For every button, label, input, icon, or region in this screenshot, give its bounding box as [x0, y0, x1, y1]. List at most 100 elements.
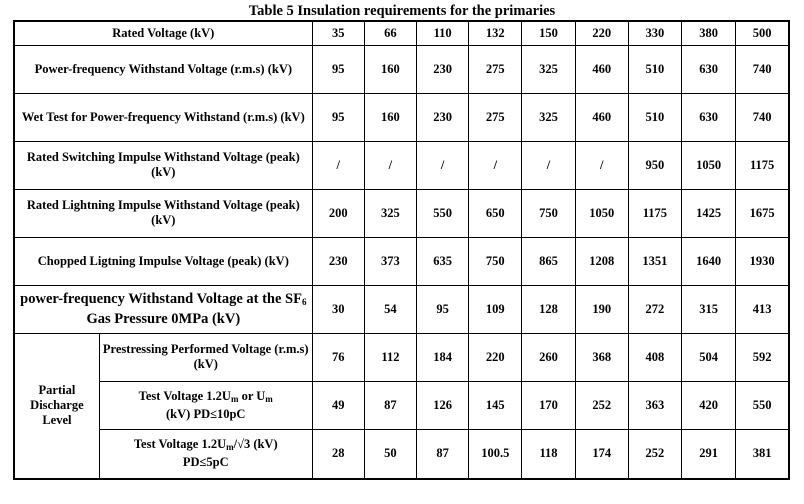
cell-value: 330: [645, 25, 665, 40]
value-cell: 865: [521, 236, 576, 286]
value-cell: 35: [311, 20, 365, 46]
value-cell: 373: [363, 236, 418, 286]
row-label-text: Rated Voltage (kV): [112, 25, 215, 40]
row-label-text: or U: [238, 388, 266, 403]
row-label-text: PD≤5pC: [182, 455, 229, 470]
cell-value: 230: [433, 61, 452, 76]
cell-value: 635: [433, 253, 452, 268]
value-cell: /: [574, 140, 629, 190]
value-cell: 740: [735, 92, 790, 142]
cell-value: 174: [592, 446, 612, 461]
value-cell: 750: [468, 236, 523, 286]
cell-value: 100.5: [481, 446, 510, 461]
cell-value: 145: [485, 397, 505, 412]
row-label-text: Prestressing Performed Voltage (r.m.s) (…: [102, 342, 309, 371]
cell-value: 325: [381, 205, 400, 220]
cell-value: 460: [592, 109, 612, 124]
value-cell: 28: [311, 428, 365, 480]
row-label-text: Rated Lightning Impulse Withstand Voltag…: [26, 198, 300, 227]
cell-value: 170: [539, 397, 558, 412]
cell-value: 50: [384, 446, 397, 461]
value-cell: 170: [521, 380, 576, 430]
value-cell: 95: [311, 92, 365, 142]
cell-value: 87: [436, 446, 449, 461]
value-cell: 315: [681, 284, 737, 334]
cell-value: 630: [699, 109, 718, 124]
value-cell: 1351: [627, 236, 683, 286]
value-cell: 1050: [574, 188, 629, 238]
row-label: Test Voltage 1.2Um/√3 (kV) PD≤5pC: [98, 428, 313, 480]
cell-value: 408: [645, 349, 665, 364]
cell-value: 275: [485, 109, 505, 124]
cell-value: 550: [752, 397, 772, 412]
cell-value: 381: [752, 446, 772, 461]
value-cell: 76: [311, 332, 365, 382]
cell-value: 112: [381, 349, 400, 364]
value-cell: 1050: [681, 140, 737, 190]
row-label-text: Wet Test for Power-frequency Withstand (…: [21, 109, 305, 124]
value-cell: 95: [416, 284, 470, 334]
cell-value: /: [546, 157, 551, 172]
row-label: Power-frequency Withstand Voltage (r.m.s…: [13, 44, 313, 94]
subscript: 6: [301, 296, 307, 307]
row-label-text: (kV) PD≤10pC: [166, 406, 246, 421]
value-cell: 260: [521, 332, 576, 382]
value-cell: 291: [681, 428, 737, 480]
subscript: m: [230, 393, 239, 404]
row-label: Prestressing Performed Voltage (r.m.s) (…: [98, 332, 313, 382]
cell-value: 260: [539, 349, 558, 364]
cell-value: 190: [592, 301, 612, 316]
row-label: Chopped Ligtning Impulse Voltage (peak) …: [13, 236, 313, 286]
value-cell: 1175: [627, 188, 683, 238]
cell-value: 160: [381, 61, 400, 76]
cell-value: 750: [485, 253, 505, 268]
cell-value: 750: [539, 205, 558, 220]
partial-discharge-group-label: Partial Discharge Level: [13, 332, 100, 480]
cell-value: 291: [699, 446, 718, 461]
table-caption: Table 5 Insulation requirements for the …: [248, 3, 556, 19]
value-cell: 200: [311, 188, 365, 238]
value-cell: 275: [468, 92, 523, 142]
value-cell: 1640: [681, 236, 737, 286]
value-cell: 66: [363, 20, 418, 46]
cell-value: 510: [645, 109, 665, 124]
value-cell: 1675: [735, 188, 790, 238]
value-cell: 381: [735, 428, 790, 480]
subscript: m: [265, 393, 273, 404]
cell-value: 252: [592, 397, 612, 412]
cell-value: 865: [539, 253, 558, 268]
table-row: power-frequency Withstand Voltage at the…: [13, 284, 790, 334]
cell-value: 126: [433, 397, 452, 412]
cell-value: 54: [384, 301, 397, 316]
cell-value: /: [440, 157, 445, 172]
value-cell: 184: [416, 332, 470, 382]
value-cell: 150: [521, 20, 576, 46]
cell-value: 184: [433, 349, 452, 364]
value-cell: 126: [416, 380, 470, 430]
row-label-text: Test Voltage 1.2U: [133, 437, 227, 452]
cell-value: /: [493, 157, 498, 172]
value-cell: 118: [521, 428, 576, 480]
cell-value: 220: [485, 349, 505, 364]
cell-value: 200: [328, 205, 348, 220]
value-cell: 592: [735, 332, 790, 382]
value-cell: 112: [363, 332, 418, 382]
cell-value: 413: [752, 301, 772, 316]
subscript: m: [226, 442, 234, 453]
cell-value: 150: [539, 25, 558, 40]
cell-value: 504: [699, 349, 718, 364]
cell-value: 110: [433, 25, 452, 40]
cell-value: /: [388, 157, 393, 172]
value-cell: 230: [311, 236, 365, 286]
row-label-text: Chopped Ligtning Impulse Voltage (peak) …: [37, 253, 289, 268]
cell-value: 373: [381, 253, 400, 268]
cell-value: 325: [539, 109, 558, 124]
cell-value: 630: [699, 61, 718, 76]
value-cell: 380: [681, 20, 737, 46]
value-cell: 950: [627, 140, 683, 190]
value-cell: 504: [681, 332, 737, 382]
row-label-text: power-frequency Withstand Voltage at the…: [20, 290, 302, 307]
cell-value: 363: [645, 397, 665, 412]
cell-value: 500: [752, 25, 772, 40]
value-cell: 230: [416, 92, 470, 142]
